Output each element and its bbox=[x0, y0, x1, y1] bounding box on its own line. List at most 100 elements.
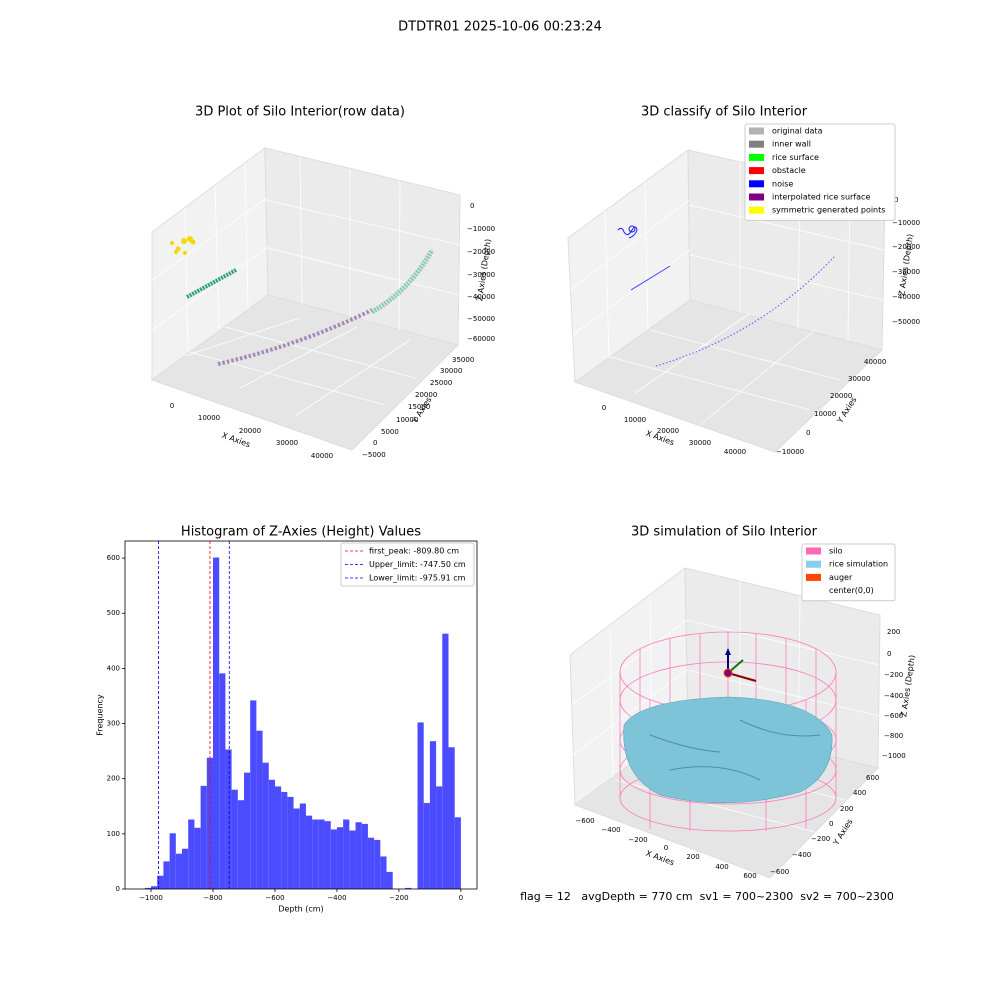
x-tick-label: 600 bbox=[743, 872, 756, 880]
y-tick-label: 5000 bbox=[381, 428, 399, 436]
y-tick-label: 200 bbox=[840, 805, 853, 813]
z-tick-label: 0 bbox=[470, 202, 474, 210]
legend-label: Upper_limit: -747.50 cm bbox=[369, 560, 466, 569]
bar bbox=[237, 800, 244, 889]
y-tick-label: 25000 bbox=[430, 379, 452, 387]
y-tick-label: −10000 bbox=[776, 448, 804, 456]
bar bbox=[188, 819, 195, 889]
x-tick-label: 0 bbox=[664, 844, 668, 852]
bar bbox=[374, 839, 381, 889]
bar bbox=[436, 786, 443, 889]
y-tick-label: 35000 bbox=[452, 356, 474, 364]
x-tick-label: −200 bbox=[628, 836, 647, 844]
z-tick-label: −200 bbox=[884, 671, 903, 679]
bar bbox=[343, 819, 350, 889]
legend-label: obstacle bbox=[772, 166, 806, 175]
x-axis-label: Depth (cm) bbox=[278, 905, 323, 914]
histogram-frame bbox=[124, 540, 478, 890]
z-tick-label: 0 bbox=[894, 196, 898, 204]
bar bbox=[305, 815, 313, 889]
bar bbox=[361, 823, 368, 889]
bar bbox=[250, 700, 257, 889]
y-tick-label: 200 bbox=[107, 775, 120, 783]
y-tick-label: 400 bbox=[107, 664, 120, 672]
z-tick-label: −50000 bbox=[892, 318, 920, 326]
bar bbox=[243, 772, 251, 889]
bar bbox=[169, 833, 176, 889]
bar bbox=[312, 819, 319, 889]
legend-swatch bbox=[806, 587, 821, 595]
legend-swatch bbox=[749, 206, 764, 214]
x-tick-label: 20000 bbox=[239, 427, 261, 435]
legend-label: rice surface bbox=[772, 153, 819, 162]
y-tick-label: 100 bbox=[107, 830, 120, 838]
z-tick-label: −50000 bbox=[467, 315, 495, 323]
y-tick-label: 10000 bbox=[814, 410, 836, 418]
histogram-title: Histogram of Z-Axies (Height) Values bbox=[181, 525, 421, 540]
legend-swatch bbox=[749, 127, 764, 135]
z-tick-label: −10000 bbox=[892, 219, 920, 227]
bar bbox=[349, 830, 356, 889]
legend-label: noise bbox=[772, 179, 793, 188]
x-tick-label: 200 bbox=[686, 853, 699, 861]
x-tick-label: 30000 bbox=[689, 439, 711, 447]
z-tick-label: −40000 bbox=[892, 293, 920, 301]
bar bbox=[417, 722, 424, 889]
legend-label: symmetric generated points bbox=[772, 206, 885, 215]
y-tick-label: 15000 bbox=[408, 403, 430, 411]
x-tick-label: −600 bbox=[575, 817, 594, 825]
y-tick-label: 600 bbox=[107, 554, 120, 562]
bar bbox=[454, 817, 461, 889]
y-tick-label: 20000 bbox=[830, 392, 852, 400]
z-tick-label: −40000 bbox=[467, 293, 495, 301]
legend-swatch bbox=[749, 193, 764, 201]
panel-1-box bbox=[150, 147, 461, 451]
x-tick-label: 0 bbox=[170, 402, 174, 410]
legend-label: original data bbox=[772, 127, 823, 136]
bar bbox=[175, 853, 183, 889]
y-tick-label: 500 bbox=[107, 609, 120, 617]
y-tick-label: 30000 bbox=[440, 367, 462, 375]
legend-label: interpolated rice surface bbox=[772, 193, 870, 202]
z-tick-label: −1000 bbox=[882, 752, 906, 760]
bar bbox=[274, 786, 282, 889]
z-tick-label: −800 bbox=[884, 732, 903, 740]
x-tick-label: 0 bbox=[602, 404, 606, 412]
y-tick-label: −200 bbox=[811, 835, 830, 843]
bar bbox=[163, 861, 170, 889]
bar bbox=[355, 822, 362, 889]
legend-swatch bbox=[806, 573, 821, 581]
bar bbox=[386, 871, 393, 889]
z-tick-label: −400 bbox=[884, 692, 903, 700]
y-tick-label: 0 bbox=[116, 885, 120, 893]
figure-title: DTDTR01 2025-10-06 00:23:24 bbox=[398, 20, 602, 35]
y-tick-label: 10000 bbox=[396, 416, 418, 424]
legend-swatch bbox=[806, 560, 821, 568]
z-tick-label: −20000 bbox=[892, 243, 920, 251]
bar bbox=[380, 856, 387, 889]
bar bbox=[213, 557, 220, 889]
x-tick-label: 400 bbox=[715, 863, 728, 871]
bar bbox=[429, 741, 437, 889]
bar bbox=[405, 887, 412, 889]
y-tick-label: 300 bbox=[107, 720, 120, 728]
bar bbox=[256, 730, 263, 889]
legend-label: silo bbox=[829, 547, 843, 556]
bar bbox=[151, 886, 158, 889]
legend-label: auger bbox=[829, 573, 853, 582]
legend-swatch bbox=[749, 180, 764, 188]
bar bbox=[423, 802, 430, 889]
x-tick-label: −600 bbox=[265, 894, 284, 902]
x-tick-label: 40000 bbox=[311, 452, 333, 460]
bar bbox=[268, 779, 275, 889]
bar bbox=[231, 789, 238, 889]
x-tick-label: 20000 bbox=[657, 427, 679, 435]
x-tick-label: −1000 bbox=[139, 894, 163, 902]
bar bbox=[330, 829, 337, 889]
y-tick-label: 20000 bbox=[415, 391, 437, 399]
bar bbox=[194, 827, 201, 889]
legend-swatch bbox=[749, 167, 764, 175]
x-tick-label: −400 bbox=[601, 826, 620, 834]
x-tick-label: 40000 bbox=[724, 448, 746, 456]
